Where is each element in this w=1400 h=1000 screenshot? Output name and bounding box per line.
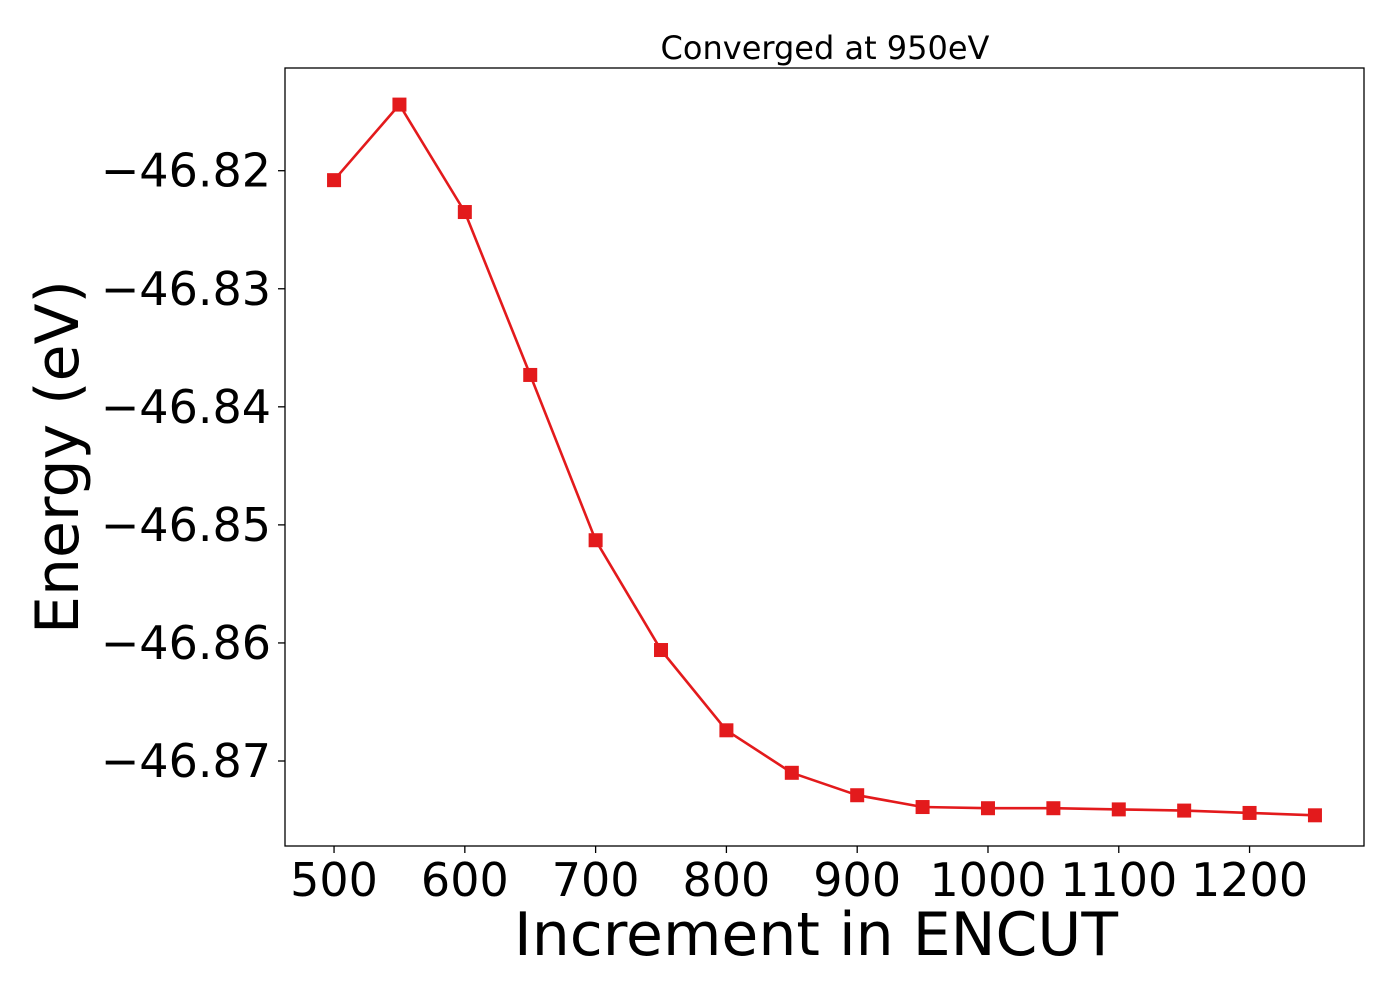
- chart-title: Converged at 950eV: [661, 29, 990, 67]
- y-tick-label: −46.86: [101, 616, 271, 670]
- y-axis-ticks: −46.82 −46.83 −46.84 −46.85 −46.86 −46.87: [101, 144, 285, 788]
- data-point-marker: [457, 205, 472, 220]
- data-point-marker: [654, 643, 669, 658]
- y-tick-label: −46.85: [101, 498, 271, 552]
- data-point-marker: [915, 800, 930, 815]
- y-tick-label: −46.82: [101, 144, 271, 198]
- x-tick-label: 800: [683, 853, 771, 907]
- data-point-marker: [327, 173, 342, 188]
- y-tick-label: −46.87: [101, 734, 271, 788]
- y-axis-label: Energy (eV): [23, 280, 93, 634]
- y-tick-label: −46.83: [101, 262, 271, 316]
- x-tick-label: 600: [421, 853, 509, 907]
- data-point-marker: [588, 533, 603, 548]
- x-tick-label: 1000: [929, 853, 1046, 907]
- data-point-marker: [523, 367, 538, 382]
- x-axis-ticks: 500 600 700 800 900 1000 1100 1200: [290, 846, 1308, 907]
- x-tick-label: 900: [813, 853, 901, 907]
- x-axis-label: Increment in ENCUT: [514, 900, 1118, 970]
- data-point-marker: [1177, 803, 1192, 818]
- data-point-marker: [719, 723, 734, 738]
- x-tick-label: 700: [552, 853, 640, 907]
- series-line: [333, 103, 1316, 817]
- data-point-marker: [1111, 802, 1126, 817]
- data-point-marker: [784, 765, 799, 780]
- plot-frame: [284, 67, 1365, 847]
- data-point-marker: [850, 788, 865, 803]
- data-point-marker: [1307, 808, 1322, 823]
- data-point-marker: [980, 801, 995, 816]
- x-tick-label: 1100: [1060, 853, 1177, 907]
- data-point-marker: [1242, 805, 1257, 820]
- x-tick-label: 1200: [1191, 853, 1308, 907]
- series-layer: [327, 97, 1322, 823]
- y-tick-label: −46.84: [101, 380, 271, 434]
- data-point-marker: [1046, 801, 1061, 816]
- data-point-marker: [392, 97, 407, 112]
- x-tick-label: 500: [290, 853, 378, 907]
